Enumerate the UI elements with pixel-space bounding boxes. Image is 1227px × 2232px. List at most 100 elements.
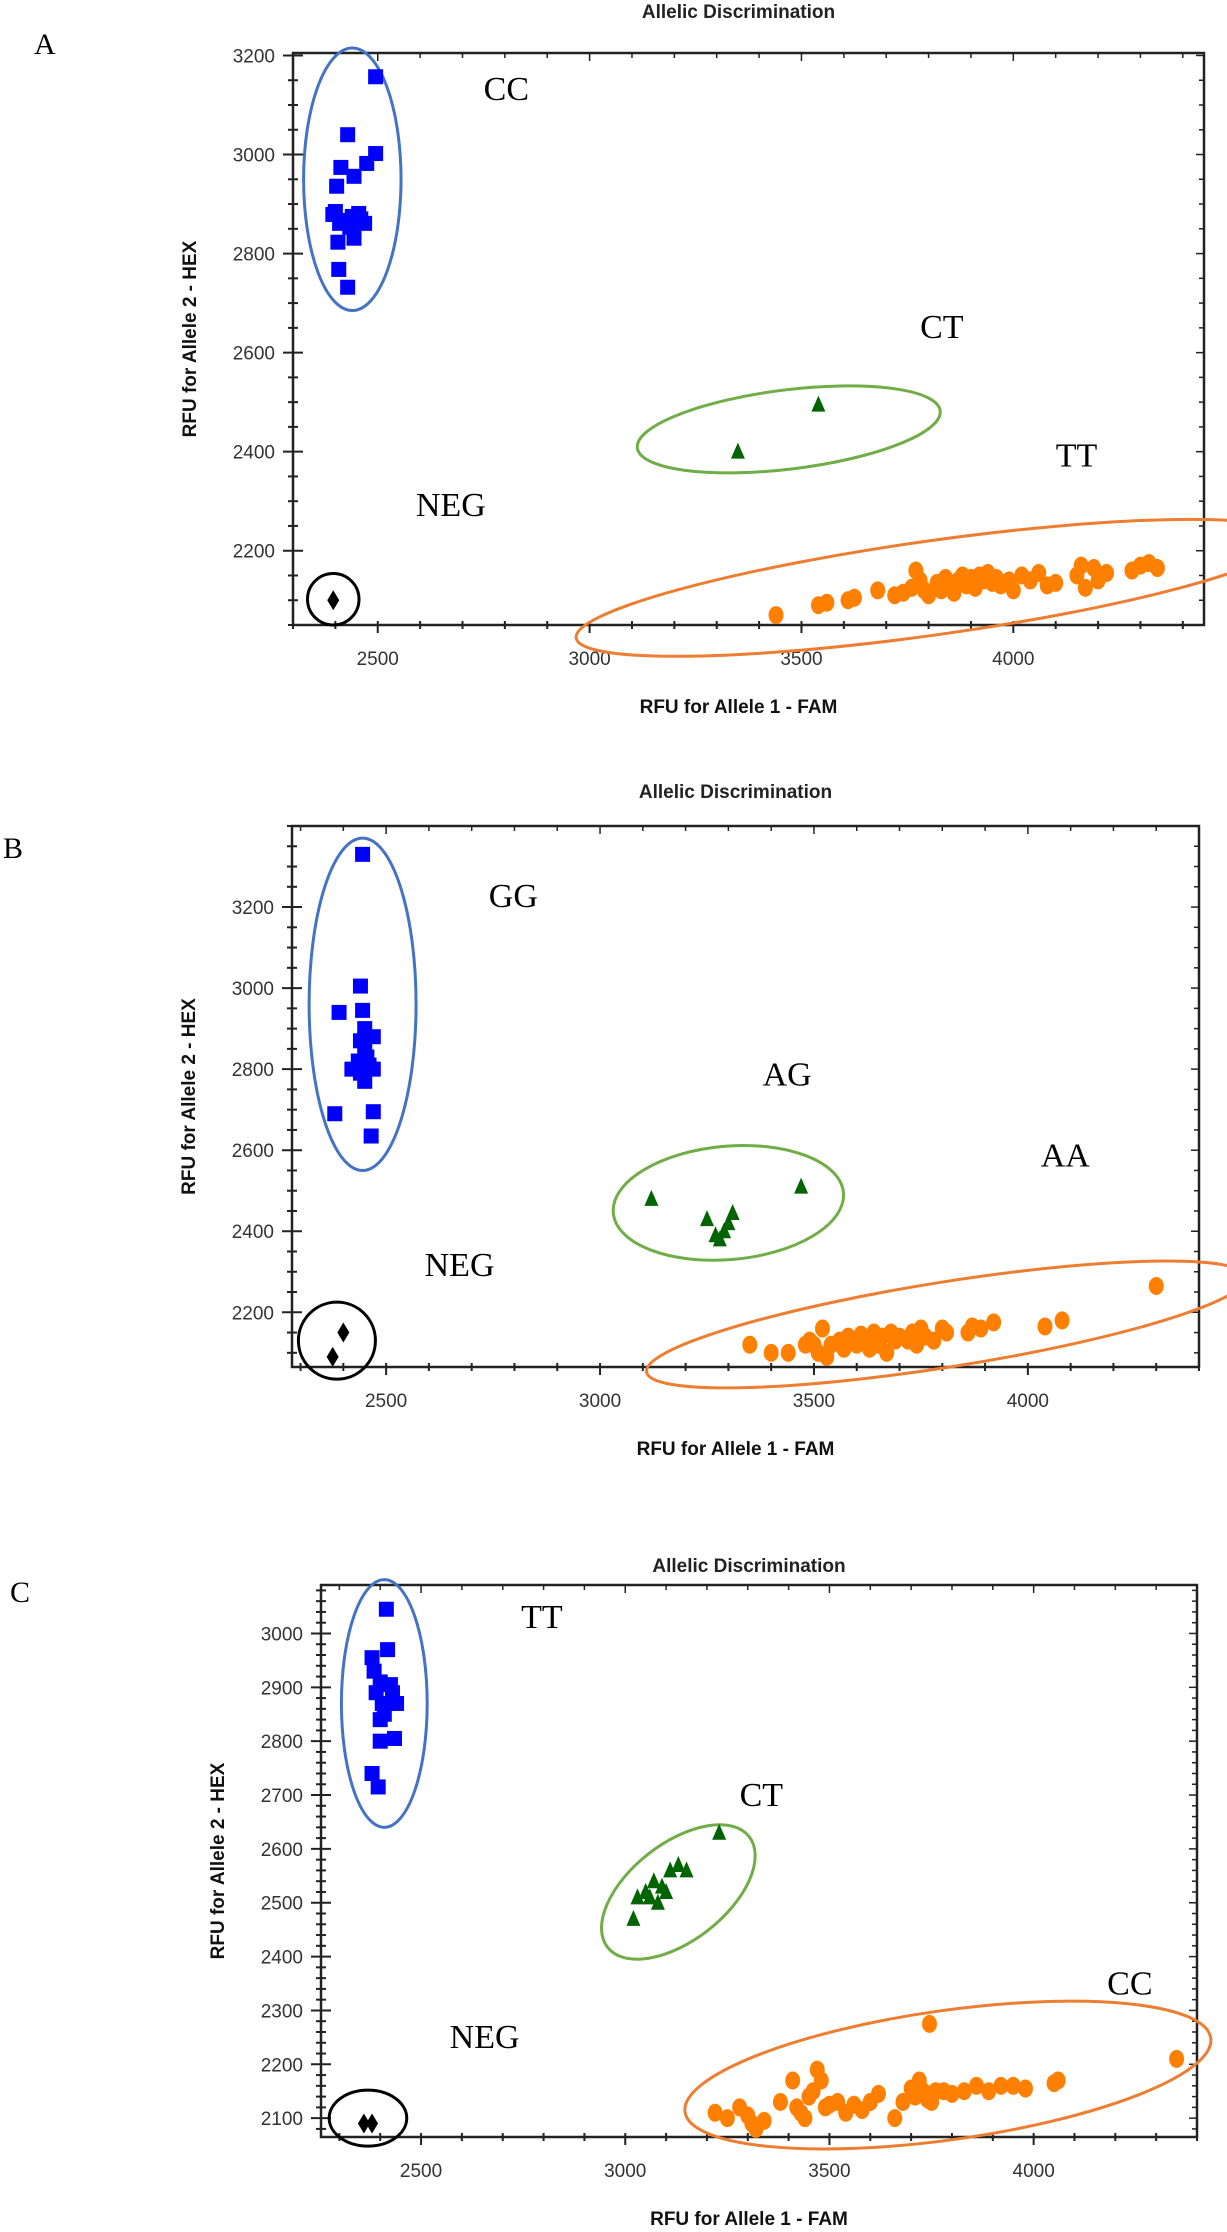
- data-point-circle: [1054, 1311, 1070, 1330]
- data-point-circle: [1073, 556, 1089, 575]
- data-point-square: [333, 159, 349, 175]
- data-point-circle: [768, 606, 784, 625]
- series-tt: TT: [339, 1578, 563, 1829]
- data-point-square: [329, 178, 345, 194]
- genotype-label: CT: [740, 1777, 784, 1814]
- scatter-chart-b: Allelic Discrimination 2500 3000 3500 4000 22…: [179, 782, 1227, 1460]
- scatter-chart-a: Allelic Discrimination 2500 3000 3500 4000 22…: [180, 2, 1227, 718]
- x-tick-label: 2500: [357, 649, 399, 670]
- x-tick-label: 2500: [365, 1391, 407, 1412]
- data-point-circle: [968, 2076, 984, 2095]
- chart-title: Allelic Discrimination: [642, 2, 835, 23]
- y-tick-label: 3000: [232, 979, 274, 1000]
- data-point-square: [357, 1073, 373, 1089]
- y-tick-label: 3200: [232, 898, 274, 919]
- cluster-ring: [302, 46, 403, 313]
- x-tick-label: 3000: [568, 649, 610, 670]
- data-point-circle: [846, 588, 862, 607]
- data-point-square: [327, 203, 343, 219]
- genotype-label: CC: [484, 71, 529, 108]
- data-point-circle: [1005, 2076, 1021, 2095]
- data-point-circle: [797, 2109, 813, 2128]
- data-point-circle: [1005, 581, 1021, 600]
- y-tick-label: 2200: [232, 1303, 274, 1324]
- y-tick-label: 2500: [261, 1894, 303, 1915]
- data-point-square: [355, 846, 371, 862]
- genotype-label: NEG: [450, 2019, 520, 2056]
- series-neg: NEG: [296, 1247, 495, 1381]
- data-point-square: [344, 208, 360, 224]
- y-tick-label: 2400: [233, 443, 275, 464]
- genotype-label: CT: [920, 309, 964, 346]
- panel-a: A Allelic Discrimination 2500 3000 3500 4000…: [0, 0, 1227, 730]
- y-tick-label: 2200: [261, 2055, 303, 2076]
- genotype-label: AA: [1041, 1137, 1091, 1174]
- panel-b: B Allelic Discrimination 2500 3000 3500 4000…: [0, 760, 1227, 1500]
- data-point-triangle: [712, 1230, 727, 1247]
- y-tick-label: 2800: [233, 245, 275, 266]
- series-ag: AG: [611, 1056, 846, 1262]
- data-point-circle: [785, 2071, 801, 2090]
- data-point-triangle: [642, 1888, 657, 1905]
- data-point-triangle: [725, 1204, 740, 1221]
- chart-title: Allelic Discrimination: [639, 782, 832, 803]
- data-point-circle: [1148, 1276, 1164, 1295]
- x-tick-label: 3000: [604, 2161, 646, 2182]
- y-axis-label: RFU for Allele 2 - HEX: [180, 240, 201, 437]
- data-point-square: [372, 1733, 388, 1749]
- y-tick-label: 2800: [232, 1060, 274, 1081]
- data-point-circle: [981, 2082, 997, 2101]
- series-ct: CT: [600, 1777, 784, 1961]
- data-point-square: [374, 1695, 390, 1711]
- data-point-square: [340, 127, 356, 143]
- data-point-diamond: [326, 1346, 339, 1367]
- data-point-circle: [944, 2084, 960, 2103]
- y-tick-label: 3200: [233, 46, 275, 67]
- data-point-square: [346, 168, 362, 184]
- genotype-label: NEG: [416, 487, 486, 524]
- data-point-square: [355, 1002, 371, 1018]
- data-point-circle: [1149, 559, 1165, 578]
- data-point-triangle: [717, 1222, 732, 1239]
- data-point-square: [330, 234, 346, 250]
- data-point-triangle: [626, 1909, 641, 1926]
- data-point-circle: [772, 2092, 788, 2111]
- panel-letter-b: B: [3, 832, 24, 865]
- data-point-square: [350, 1053, 366, 1069]
- data-point-circle: [939, 1323, 955, 1342]
- data-point-circle: [922, 2014, 938, 2033]
- cluster-ring: [296, 1300, 377, 1381]
- data-point-triangle: [663, 1861, 678, 1878]
- data-point-circle: [1050, 2071, 1066, 2090]
- data-point-circle: [763, 1343, 779, 1362]
- y-tick-label: 3000: [233, 146, 275, 167]
- y-tick-label: 2600: [232, 1141, 274, 1162]
- plot-frame: [291, 51, 1206, 627]
- genotype-label: CC: [1107, 1965, 1152, 2002]
- series-cc: CC: [683, 1965, 1213, 2151]
- data-point-square: [387, 1730, 403, 1746]
- scatter-chart-c: Allelic Discrimination 2500 3000 3500 4000 21…: [208, 1556, 1213, 2230]
- x-tick-label: 3500: [808, 2161, 850, 2182]
- data-point-triangle: [699, 1210, 714, 1227]
- data-point-triangle: [671, 1856, 686, 1873]
- data-point-circle: [742, 1335, 758, 1354]
- data-point-square: [327, 1106, 343, 1122]
- data-point-triangle: [659, 1882, 674, 1899]
- data-point-triangle: [730, 442, 745, 459]
- y-tick-label: 2800: [261, 1732, 303, 1753]
- data-point-square: [331, 261, 347, 277]
- data-point-square: [368, 69, 384, 85]
- data-point-circle: [870, 581, 886, 600]
- x-tick-label: 3500: [793, 1391, 835, 1412]
- genotype-label: AG: [763, 1056, 812, 1093]
- genotype-label: GG: [489, 878, 538, 915]
- data-point-triangle: [644, 1189, 659, 1206]
- genotype-label: NEG: [425, 1247, 495, 1284]
- data-point-diamond: [366, 2113, 379, 2134]
- data-point-circle: [895, 2092, 911, 2111]
- data-point-triangle: [630, 1888, 645, 1905]
- data-point-square: [380, 1642, 396, 1658]
- data-point-square: [364, 1650, 380, 1666]
- data-point-circle: [887, 2109, 903, 2128]
